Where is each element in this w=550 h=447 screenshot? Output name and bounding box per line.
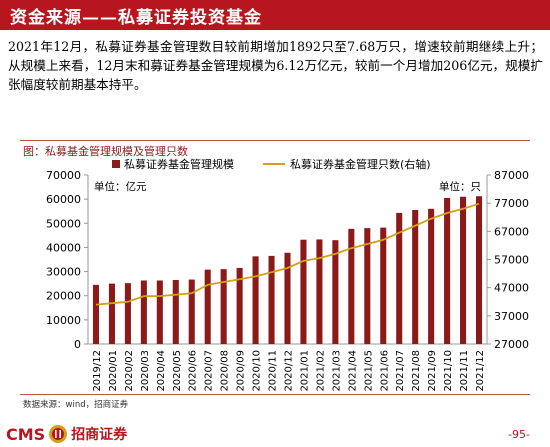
x-tick-label: 2020/03 [140, 350, 151, 392]
chart-top-rule [20, 140, 530, 141]
bar [364, 228, 371, 344]
bar [220, 269, 227, 344]
x-tick-label: 2020/10 [252, 350, 263, 392]
left-tick-label: 20000 [46, 290, 81, 303]
logo-text: CMS [6, 424, 46, 444]
bar [316, 239, 323, 344]
legend-label-line: 私募证券基金管理只数(右轴) [290, 157, 431, 171]
left-tick-label: 10000 [46, 314, 81, 327]
bar [475, 196, 483, 344]
source-rule [20, 394, 530, 395]
bar [156, 280, 163, 344]
x-tick-label: 2019/12 [92, 350, 103, 392]
x-tick-label: 2020/05 [172, 350, 183, 392]
source-note: 数据来源：wind，招商证券 [23, 400, 129, 410]
x-tick-label: 2020/12 [284, 350, 295, 392]
x-tick-label: 2021/04 [347, 350, 358, 392]
left-tick-label: 30000 [46, 266, 81, 279]
bar [396, 212, 403, 344]
bar [92, 284, 100, 344]
page-number: -95- [508, 428, 530, 441]
summary-paragraph: 2021年12月，私募证券基金管理数目较前期增加1892只至7.68万只，增速较… [8, 39, 543, 92]
x-tick-label: 2021/12 [475, 350, 486, 392]
x-tick-label: 2021/05 [363, 350, 374, 392]
bar [348, 228, 355, 344]
x-tick-label: 2021/07 [395, 350, 406, 392]
x-tick-label: 2021/10 [443, 350, 454, 392]
bar [284, 252, 291, 344]
x-tick-label: 2021/03 [331, 350, 342, 392]
x-tick-label: 2020/01 [108, 350, 119, 392]
bar [252, 256, 259, 344]
brand-emblem-icon [49, 425, 68, 443]
bar [444, 197, 451, 344]
legend-label-bar: 私募证券基金管理规模 [124, 157, 234, 171]
bar [460, 196, 467, 344]
left-tick-label: 0 [74, 338, 81, 351]
bar [300, 239, 307, 344]
right-tick-label: 87000 [494, 169, 529, 182]
bar [140, 280, 147, 344]
left-tick-label: 40000 [46, 241, 81, 254]
bar [332, 240, 339, 344]
bar [172, 280, 179, 344]
brand-logo: CMS 招商证券 [6, 423, 127, 445]
x-tick-label: 2020/07 [204, 350, 215, 392]
left-tick-label: 50000 [46, 217, 81, 230]
x-tick-label: 2020/06 [188, 350, 199, 392]
bar [204, 269, 211, 344]
bar [188, 279, 195, 344]
x-tick-label: 2021/02 [315, 350, 326, 392]
right-axis-unit: 单位：只 [439, 180, 481, 193]
left-tick-label: 60000 [46, 193, 81, 206]
x-tick-label: 2021/08 [411, 350, 422, 392]
x-tick-label: 2021/09 [427, 350, 438, 392]
page-title: 资金来源——私募证券投资基金 [10, 8, 262, 28]
x-tick-label: 2020/11 [268, 350, 279, 392]
x-tick-label: 2020/02 [124, 350, 135, 392]
left-axis-unit: 单位：亿元 [94, 180, 147, 193]
bar [236, 267, 243, 344]
bar [108, 283, 115, 344]
bar [124, 283, 131, 344]
bar [428, 208, 435, 344]
chart: 0 10000 20000 30000 40000 50000 60000 70000 2700… [46, 157, 529, 392]
x-tick-label: 2021/06 [379, 350, 390, 392]
header-bar: 资金来源——私募证券投资基金 [0, 0, 550, 30]
bar [412, 210, 419, 344]
right-tick-label: 27000 [494, 338, 529, 351]
legend-swatch-bar [112, 160, 120, 168]
right-tick-label: 77000 [494, 197, 529, 210]
right-tick-label: 47000 [494, 282, 529, 295]
logo-chinese-text: 招商证券 [71, 427, 128, 443]
x-tick-label: 2021/01 [299, 350, 310, 392]
x-tick-label: 2021/11 [459, 350, 470, 392]
series-line [95, 202, 480, 306]
x-tick-label: 2020/08 [220, 350, 231, 392]
right-tick-label: 67000 [494, 225, 529, 238]
right-tick-label: 57000 [494, 254, 529, 267]
right-tick-label: 37000 [494, 310, 529, 323]
bar [268, 255, 275, 344]
x-tick-label: 2020/09 [236, 350, 247, 392]
x-tick-label: 2020/04 [156, 350, 167, 392]
left-tick-label: 70000 [46, 169, 81, 182]
bar [380, 227, 387, 344]
chart-title: 图：私募基金管理规模及管理只数 [23, 145, 188, 158]
